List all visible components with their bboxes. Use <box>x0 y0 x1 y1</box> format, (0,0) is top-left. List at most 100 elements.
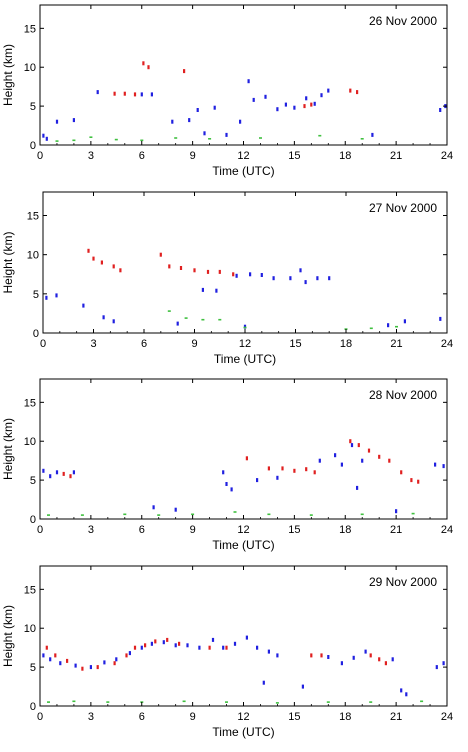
data-point <box>225 482 228 486</box>
data-point <box>106 701 110 703</box>
data-point <box>59 661 62 666</box>
data-point <box>369 701 373 703</box>
data-point <box>225 645 228 650</box>
data-point <box>119 268 122 273</box>
x-tick-label: 12 <box>237 711 249 723</box>
data-point <box>340 661 343 666</box>
data-point <box>318 134 322 137</box>
data-point <box>182 700 186 703</box>
data-point <box>198 645 201 650</box>
panel-title: 26 Nov 2000 <box>369 14 437 28</box>
data-point <box>186 643 189 648</box>
y-tick-label: 15 <box>24 23 36 35</box>
data-point <box>369 653 372 658</box>
data-point <box>327 88 330 93</box>
data-point <box>113 91 116 96</box>
data-point <box>72 139 76 142</box>
data-point <box>304 280 307 285</box>
data-point <box>328 276 331 281</box>
data-point <box>211 637 215 642</box>
data-point <box>178 641 181 646</box>
data-point <box>276 653 279 658</box>
x-tick-label: 24 <box>441 711 453 723</box>
data-point <box>125 653 128 658</box>
data-point <box>395 509 398 514</box>
panel-title: 27 Nov 2000 <box>369 201 437 215</box>
data-point <box>174 507 177 512</box>
data-point <box>92 256 95 261</box>
data-point <box>289 276 292 281</box>
data-point <box>293 105 296 110</box>
data-point <box>360 513 364 516</box>
data-point <box>133 92 137 97</box>
data-point <box>349 439 352 444</box>
x-tick-label: 18 <box>339 150 351 162</box>
data-point <box>142 61 145 66</box>
x-tick-label: 9 <box>190 150 196 162</box>
y-tick-label: 0 <box>30 514 36 526</box>
data-point <box>356 485 359 490</box>
x-tick-label: 6 <box>139 524 145 536</box>
data-point <box>168 264 171 269</box>
x-tick-label: 6 <box>139 150 145 162</box>
data-point <box>225 701 228 703</box>
series-1 <box>87 248 235 277</box>
data-point <box>103 660 106 665</box>
data-point <box>316 276 319 281</box>
x-tick-label: 18 <box>339 524 351 536</box>
x-tick-label: 18 <box>340 338 352 350</box>
data-point <box>45 136 48 141</box>
y-tick-label: 5 <box>33 289 39 301</box>
y-tick-label: 5 <box>30 662 36 674</box>
data-point <box>140 645 143 650</box>
data-point <box>62 471 65 476</box>
data-point <box>152 505 155 510</box>
data-point <box>82 303 85 308</box>
data-point <box>47 701 50 703</box>
data-point <box>313 101 316 106</box>
data-point <box>218 269 221 274</box>
data-point <box>87 248 90 253</box>
x-tick-label: 15 <box>289 338 301 350</box>
x-tick-label: 24 <box>441 338 453 350</box>
data-point <box>176 321 179 326</box>
x-tick-label: 3 <box>90 338 96 350</box>
data-point <box>218 318 222 321</box>
panel-title: 28 Nov 2000 <box>369 388 437 402</box>
data-point <box>128 651 131 656</box>
y-tick-label: 0 <box>30 701 36 713</box>
data-point <box>276 107 279 112</box>
x-tick-label: 0 <box>40 338 46 350</box>
y-tick-label: 0 <box>30 140 36 152</box>
data-point <box>154 639 157 644</box>
x-tick-label: 3 <box>88 150 94 162</box>
data-point <box>395 325 398 328</box>
data-point <box>442 464 445 469</box>
data-point <box>225 132 228 137</box>
panel-3: 0 3 6 9 12 15 18 21 24 0 5 10 15 Time (UTC) Height (km… <box>1 378 453 552</box>
x-tick-label: 15 <box>288 150 300 162</box>
data-point <box>42 653 45 658</box>
data-point <box>179 266 183 270</box>
data-point <box>349 88 352 93</box>
data-point <box>159 252 162 257</box>
data-point <box>80 514 84 516</box>
data-point <box>203 131 206 136</box>
data-point <box>233 511 237 513</box>
x-tick-label: 24 <box>441 524 453 536</box>
data-point <box>310 102 313 107</box>
x-tick-label: 0 <box>37 711 43 723</box>
y-tick-label: 15 <box>27 211 39 223</box>
data-point <box>115 657 118 662</box>
series-2 <box>42 443 445 514</box>
series-3 <box>167 310 398 330</box>
y-axis-label: Height (km) <box>1 605 15 667</box>
data-point <box>369 327 373 330</box>
data-point <box>49 657 52 662</box>
data-point <box>81 666 84 671</box>
data-point <box>378 657 381 662</box>
data-point <box>140 92 143 97</box>
series-1 <box>62 439 420 484</box>
x-tick-label: 3 <box>88 524 94 536</box>
